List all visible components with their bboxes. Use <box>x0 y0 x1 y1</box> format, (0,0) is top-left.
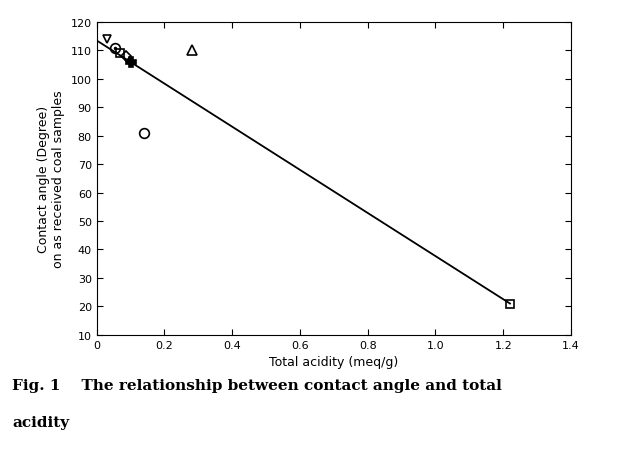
Text: acidity: acidity <box>12 415 70 429</box>
Text: Fig. 1    The relationship between contact angle and total: Fig. 1 The relationship between contact … <box>12 379 502 392</box>
X-axis label: Total acidity (meq/g): Total acidity (meq/g) <box>269 355 399 369</box>
Y-axis label: Contact angle (Degree)
on as received coal samples: Contact angle (Degree) on as received co… <box>37 90 65 268</box>
